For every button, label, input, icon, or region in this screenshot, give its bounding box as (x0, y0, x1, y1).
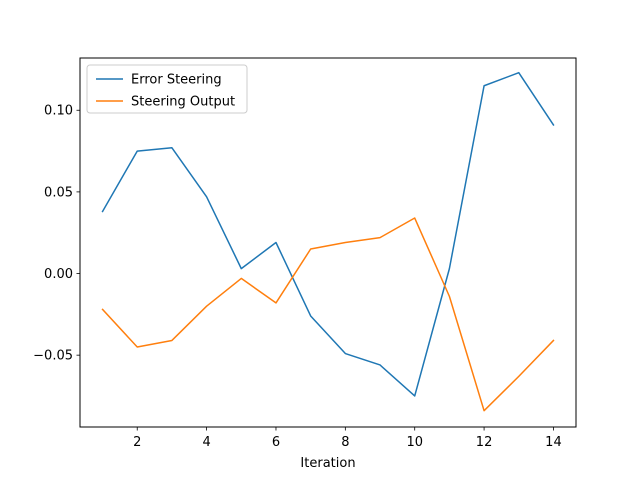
y-tick-label: 0.05 (44, 185, 73, 200)
series-line-1 (101, 71, 555, 397)
y-tick-label: 0.00 (44, 267, 73, 282)
x-tick-label: 4 (202, 435, 210, 450)
x-tick-label: 14 (545, 435, 562, 450)
plot-frame (79, 57, 577, 428)
y-tick-label: −0.05 (33, 349, 73, 364)
legend-label-1: Error Steering (131, 73, 222, 88)
legend-box (86, 64, 248, 114)
x-tick-label: 10 (406, 435, 423, 450)
series-layer (101, 71, 555, 412)
x-tick-label: 6 (272, 435, 280, 450)
y-tick-label: 0.10 (44, 104, 73, 119)
x-tick-label: 12 (476, 435, 493, 450)
y-axis-ticks: 0.10 0.05 0.00 −0.05 (33, 104, 80, 364)
legend-label-2: Steering Output (131, 95, 235, 110)
series-line-2 (101, 217, 555, 412)
x-tick-label: 8 (341, 435, 349, 450)
x-axis-label: Iteration (300, 456, 355, 471)
x-axis-ticks: 2 4 6 8 10 12 14 (133, 427, 562, 450)
plot-area (80, 58, 576, 427)
x-tick-label: 2 (133, 435, 141, 450)
legend: Error Steering Steering Output (86, 64, 248, 114)
